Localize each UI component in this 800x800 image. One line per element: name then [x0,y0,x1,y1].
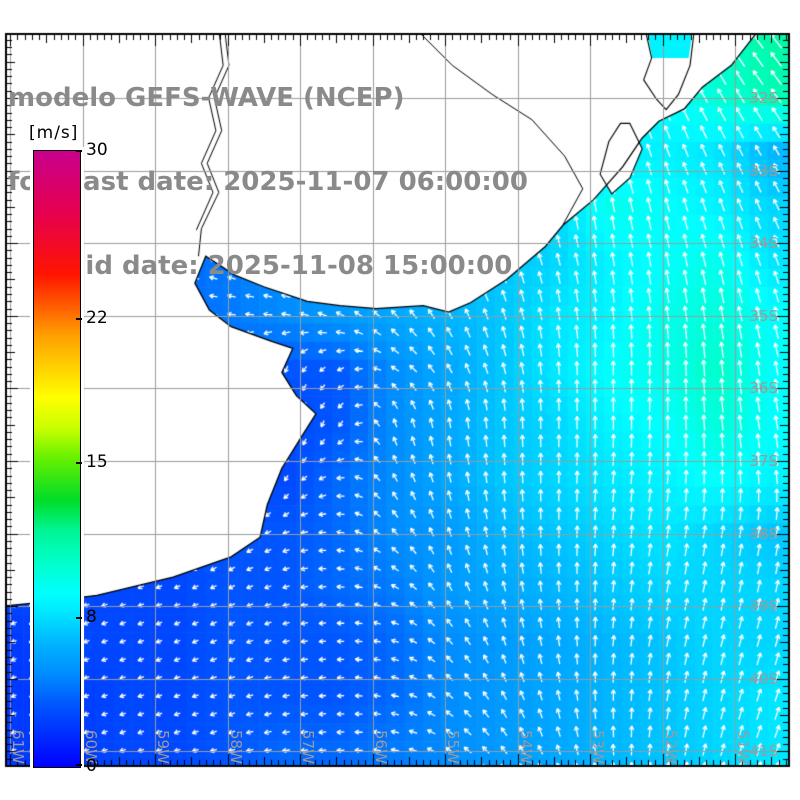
model-title: modelo GEFS-WAVE (NCEP) [8,83,405,113]
colorbar-tick-label: 15 [86,452,108,473]
lon-label: 58W [226,730,245,764]
lat-label: 40S [749,669,778,688]
lat-label: 38S [749,524,778,543]
lat-label: 39S [749,597,778,616]
colorbar-tick-label: 0 [86,756,97,776]
lon-label: 56W [371,730,390,764]
lon-label: 57W [299,730,317,764]
colorbar-tick-mark [76,462,82,465]
colorbar-tick-label: 8 [86,606,97,627]
colorbar-gradient [33,150,81,768]
lat-label: 34S [749,234,778,253]
lat-label: 41S [749,742,778,761]
colorbar-tick-mark [76,764,82,766]
colorbar-tick-mark [76,150,82,152]
lon-label: 54W [516,730,535,764]
colorbar-tick-mark [76,318,82,321]
title-block: modelo GEFS-WAVE (NCEP) forecast date: 2… [8,28,528,336]
lat-label: 37S [749,452,778,470]
colorbar-tick-label: 30 [86,140,108,160]
lon-label: 51W [734,730,752,764]
colorbar-tick-label: 22 [86,308,108,329]
lat-label: 36S [749,379,778,398]
colorbar-tick-mark [76,616,82,619]
valid-date: valid date: 2025-11-08 15:00:00 [42,251,513,281]
colorbar-unit-label: [m/s] [29,123,79,143]
lon-label: 53W [589,730,607,764]
forecast-date: forecast date: 2025-11-07 06:00:00 [8,167,528,197]
lon-label: 61W [9,730,27,764]
lat-label: 32S [749,89,778,107]
lon-label: 52W [661,730,680,764]
lat-label: 35S [749,306,778,325]
lat-label: 33S [749,161,778,180]
lon-label: 59W [154,730,172,764]
lon-label: 55W [444,730,462,764]
